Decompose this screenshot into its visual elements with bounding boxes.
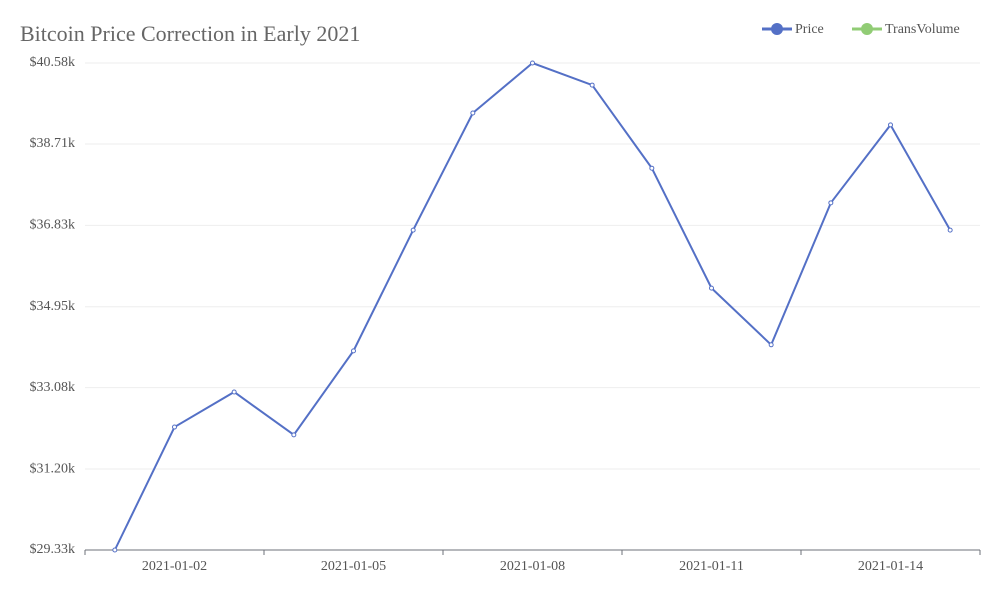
y-tick-label: $33.08k <box>30 380 76 395</box>
point <box>828 200 834 206</box>
point <box>768 342 774 348</box>
legend-icon[interactable] <box>771 23 783 35</box>
point <box>530 60 535 66</box>
point <box>589 82 595 88</box>
x-tick-label: 2021-01-11 <box>679 559 744 574</box>
point <box>888 122 893 128</box>
x-tick-label: 2021-01-14 <box>858 559 923 574</box>
legend-icon[interactable] <box>861 23 873 35</box>
y-tick-label: $34.95k <box>30 299 76 314</box>
y-tick-label: $40.58k <box>30 55 76 70</box>
y-tick-label: $29.33k <box>30 542 76 557</box>
point <box>947 227 953 233</box>
point <box>410 227 416 233</box>
x-tick-label: 2021-01-02 <box>142 559 207 574</box>
point <box>351 348 356 354</box>
point <box>709 285 714 291</box>
point <box>231 389 237 395</box>
legend-label[interactable]: TransVolume <box>885 22 960 37</box>
chart-title: Bitcoin Price Correction in Early 2021 <box>20 21 360 46</box>
legend-label[interactable]: Price <box>795 22 824 37</box>
point <box>470 110 476 116</box>
point <box>291 432 297 438</box>
x-tick-label: 2021-01-05 <box>321 559 386 574</box>
point <box>649 165 655 171</box>
point <box>112 547 118 553</box>
x-tick-label: 2021-01-08 <box>500 559 565 574</box>
y-tick-label: $31.20k <box>30 461 76 476</box>
point <box>172 424 177 430</box>
y-tick-label: $38.71k <box>30 136 76 151</box>
y-tick-label: $36.83k <box>30 218 76 233</box>
